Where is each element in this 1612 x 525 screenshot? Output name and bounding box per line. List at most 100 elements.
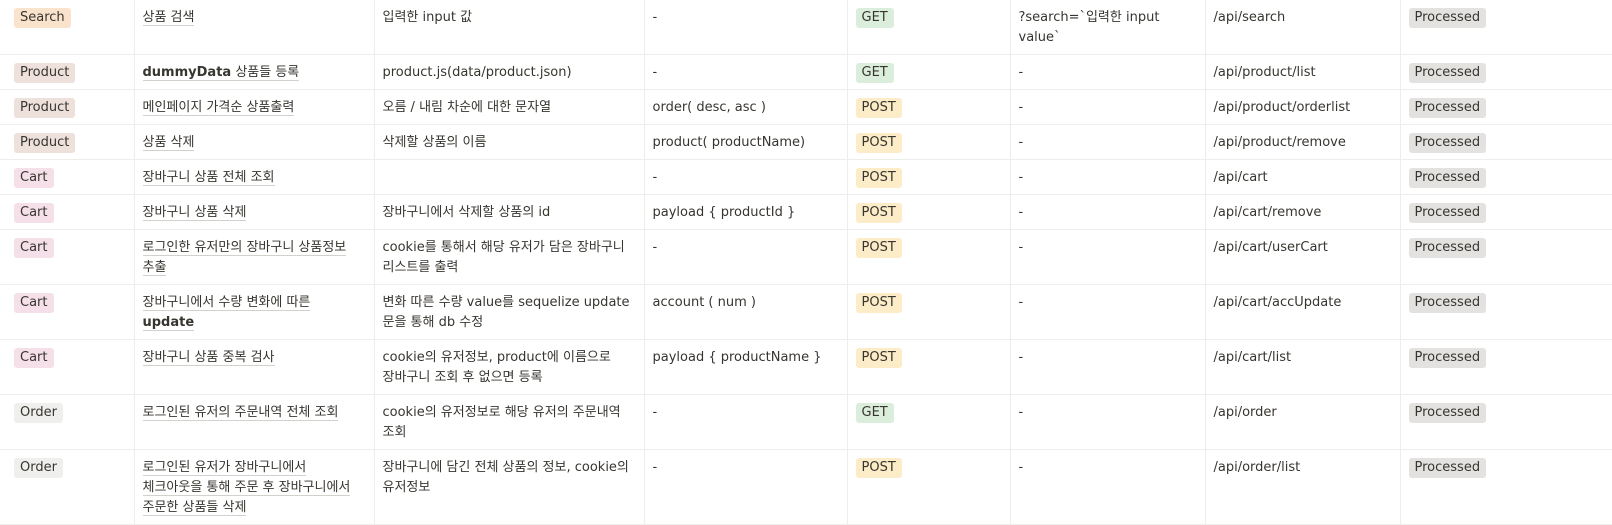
url-cell[interactable]: /api/cart/list	[1205, 339, 1401, 395]
url-cell[interactable]: /api/product/orderlist	[1205, 89, 1401, 125]
category-cell[interactable]: Search	[0, 0, 135, 55]
url-cell[interactable]: /api/order/list	[1205, 449, 1401, 525]
table-row[interactable]: Cart 장바구니 상품 전체 조회 - POST - /api/cart Processe…	[0, 159, 1612, 195]
description-cell[interactable]: 장바구니에서 삭제할 상품의 id	[374, 194, 645, 230]
table-row[interactable]: Cart 로그인한 유저만의 장바구니 상품정보 추출 cookie를 통해서 해당…	[0, 229, 1612, 285]
description-cell[interactable]: product.js(data/product.json)	[374, 54, 645, 90]
table-row[interactable]: Order 로그인된 유저의 주문내역 전체 조회 cookie의 유저정보로 해당…	[0, 394, 1612, 450]
param-cell[interactable]: -	[644, 394, 848, 450]
api-name[interactable]: 로그인된 유저가 장바구니에서 체크아웃을 통해 주문 후 장바구니에서 주문한…	[142, 460, 351, 516]
category-cell[interactable]: Cart	[0, 284, 135, 340]
param-cell[interactable]: payload { productName }	[644, 339, 848, 395]
description-cell[interactable]: cookie를 통해서 해당 유저가 담은 장바구니 리스트를 출력	[374, 229, 645, 285]
status-cell[interactable]: Processed	[1400, 194, 1612, 230]
name-cell[interactable]: 장바구니 상품 삭제	[134, 194, 375, 230]
param-cell[interactable]: -	[644, 159, 848, 195]
query-cell[interactable]: -	[1010, 284, 1206, 340]
status-cell[interactable]: Processed	[1400, 159, 1612, 195]
table-row[interactable]: Product 메인페이지 가격순 상품출력 오름 / 내림 차순에 대한 문자열 o…	[0, 89, 1612, 125]
description-cell[interactable]: 변화 따른 수량 value를 sequelize update 문을 통해 d…	[374, 284, 645, 340]
name-cell[interactable]: 로그인한 유저만의 장바구니 상품정보 추출	[134, 229, 375, 285]
url-cell[interactable]: /api/cart/userCart	[1205, 229, 1401, 285]
param-cell[interactable]: -	[644, 449, 848, 525]
status-cell[interactable]: Processed	[1400, 229, 1612, 285]
category-cell[interactable]: Order	[0, 394, 135, 450]
status-cell[interactable]: Processed	[1400, 89, 1612, 125]
table-row[interactable]: Order 로그인된 유저가 장바구니에서 체크아웃을 통해 주문 후 장바구니에…	[0, 449, 1612, 525]
name-cell[interactable]: 로그인된 유저의 주문내역 전체 조회	[134, 394, 375, 450]
api-name[interactable]: 장바구니에서 수량 변화에 따른 update	[142, 295, 311, 331]
param-cell[interactable]: -	[644, 229, 848, 285]
url-cell[interactable]: /api/cart/remove	[1205, 194, 1401, 230]
url-cell[interactable]: /api/cart/accUpdate	[1205, 284, 1401, 340]
api-name[interactable]: 메인페이지 가격순 상품출력	[142, 100, 295, 116]
category-cell[interactable]: Cart	[0, 339, 135, 395]
param-cell[interactable]: payload { productId }	[644, 194, 848, 230]
description-cell[interactable]: cookie의 유저정보, product에 이름으로 장바구니 조회 후 없으…	[374, 339, 645, 395]
table-row[interactable]: Cart 장바구니 상품 삭제 장바구니에서 삭제할 상품의 id payload {…	[0, 194, 1612, 230]
api-name[interactable]: 장바구니 상품 중복 검사	[142, 350, 275, 366]
status-cell[interactable]: Processed	[1400, 449, 1612, 525]
status-cell[interactable]: Processed	[1400, 284, 1612, 340]
query-cell[interactable]: -	[1010, 194, 1206, 230]
name-cell[interactable]: 상품 검색	[134, 0, 375, 55]
status-cell[interactable]: Processed	[1400, 0, 1612, 55]
category-cell[interactable]: Product	[0, 54, 135, 90]
table-row[interactable]: Cart 장바구니 상품 중복 검사 cookie의 유저정보, product에 …	[0, 339, 1612, 395]
method-cell[interactable]: POST	[847, 89, 1011, 125]
category-cell[interactable]: Cart	[0, 194, 135, 230]
url-cell[interactable]: /api/product/remove	[1205, 124, 1401, 160]
param-cell[interactable]: -	[644, 0, 848, 55]
param-cell[interactable]: account ( num )	[644, 284, 848, 340]
method-cell[interactable]: GET	[847, 54, 1011, 90]
method-cell[interactable]: POST	[847, 449, 1011, 525]
method-cell[interactable]: POST	[847, 284, 1011, 340]
status-cell[interactable]: Processed	[1400, 54, 1612, 90]
api-name[interactable]: 상품 삭제	[142, 135, 195, 151]
name-cell[interactable]: 장바구니에서 수량 변화에 따른 update	[134, 284, 375, 340]
name-cell[interactable]: 메인페이지 가격순 상품출력	[134, 89, 375, 125]
category-cell[interactable]: Product	[0, 89, 135, 125]
api-name[interactable]: 로그인된 유저의 주문내역 전체 조회	[142, 405, 339, 421]
api-name[interactable]: 상품 검색	[142, 10, 195, 26]
query-cell[interactable]: -	[1010, 89, 1206, 125]
category-cell[interactable]: Product	[0, 124, 135, 160]
param-cell[interactable]: product( productName)	[644, 124, 848, 160]
status-cell[interactable]: Processed	[1400, 339, 1612, 395]
status-cell[interactable]: Processed	[1400, 124, 1612, 160]
query-cell[interactable]: ?search=`입력한 input value`	[1010, 0, 1206, 55]
table-row[interactable]: Product 상품 삭제 삭제할 상품의 이름 product( productNa…	[0, 124, 1612, 160]
description-cell[interactable]	[374, 159, 645, 195]
description-cell[interactable]: 삭제할 상품의 이름	[374, 124, 645, 160]
api-name[interactable]: 장바구니 상품 삭제	[142, 205, 247, 221]
param-cell[interactable]: order( desc, asc )	[644, 89, 848, 125]
api-name[interactable]: dummyData 상품들 등록	[142, 65, 300, 81]
method-cell[interactable]: GET	[847, 394, 1011, 450]
url-cell[interactable]: /api/cart	[1205, 159, 1401, 195]
name-cell[interactable]: 장바구니 상품 전체 조회	[134, 159, 375, 195]
method-cell[interactable]: POST	[847, 159, 1011, 195]
description-cell[interactable]: cookie의 유저정보로 해당 유저의 주문내역 조회	[374, 394, 645, 450]
description-cell[interactable]: 장바구니에 담긴 전체 상품의 정보, cookie의 유저정보	[374, 449, 645, 525]
query-cell[interactable]: -	[1010, 124, 1206, 160]
url-cell[interactable]: /api/product/list	[1205, 54, 1401, 90]
query-cell[interactable]: -	[1010, 54, 1206, 90]
api-name[interactable]: 장바구니 상품 전체 조회	[142, 170, 275, 186]
name-cell[interactable]: 상품 삭제	[134, 124, 375, 160]
method-cell[interactable]: POST	[847, 194, 1011, 230]
name-cell[interactable]: dummyData 상품들 등록	[134, 54, 375, 90]
status-cell[interactable]: Processed	[1400, 394, 1612, 450]
method-cell[interactable]: POST	[847, 229, 1011, 285]
table-row[interactable]: Product dummyData 상품들 등록 product.js(data/p…	[0, 54, 1612, 90]
query-cell[interactable]: -	[1010, 449, 1206, 525]
category-cell[interactable]: Cart	[0, 229, 135, 285]
param-cell[interactable]: -	[644, 54, 848, 90]
url-cell[interactable]: /api/search	[1205, 0, 1401, 55]
method-cell[interactable]: GET	[847, 0, 1011, 55]
category-cell[interactable]: Cart	[0, 159, 135, 195]
name-cell[interactable]: 장바구니 상품 중복 검사	[134, 339, 375, 395]
name-cell[interactable]: 로그인된 유저가 장바구니에서 체크아웃을 통해 주문 후 장바구니에서 주문한…	[134, 449, 375, 525]
method-cell[interactable]: POST	[847, 339, 1011, 395]
description-cell[interactable]: 오름 / 내림 차순에 대한 문자열	[374, 89, 645, 125]
method-cell[interactable]: POST	[847, 124, 1011, 160]
